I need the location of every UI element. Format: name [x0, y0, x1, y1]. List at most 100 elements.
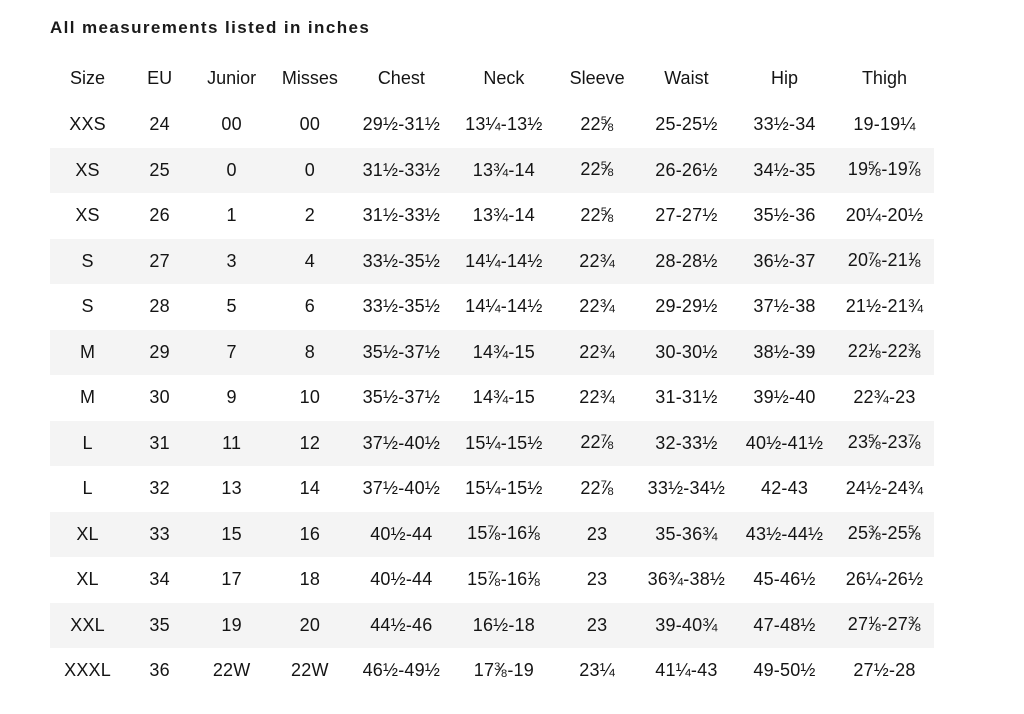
cell-waist: 41¼-43 — [655, 660, 718, 681]
cell-thigh: 20¼-20½ — [845, 205, 924, 226]
cell-hip: 35½-36 — [753, 205, 816, 226]
cell-waist: 32-33½ — [655, 432, 718, 453]
cell-size: XXL — [70, 614, 105, 635]
column-header-junior: Junior — [207, 67, 257, 88]
cell-junior: 9 — [226, 387, 237, 408]
cell-waist: 30-30½ — [655, 341, 718, 362]
cell-sleeve: 23 — [586, 614, 608, 635]
column-header-hip: Hip — [771, 67, 799, 88]
header-row: Size EU Junior Misses Chest Neck Sleeve Waist Hi… — [50, 54, 934, 102]
cell-size: M — [79, 341, 96, 362]
cell-size: XXXL — [64, 660, 111, 681]
cell-junior: 7 — [226, 341, 237, 362]
cell-junior: 17 — [221, 569, 242, 590]
cell-chest: 37½-40½ — [362, 432, 441, 453]
cell-waist: 33½-34½ — [647, 478, 726, 499]
table-row: XXXL 36 22W 22W 46½-49½ 173⁄8-19 23¼ 41¼-43 49-5… — [50, 648, 934, 694]
cell-hip: 49-50½ — [753, 660, 816, 681]
cell-chest: 40½-44 — [370, 569, 433, 590]
cell-eu: 24 — [149, 114, 170, 135]
cell-waist: 26-26½ — [655, 159, 718, 180]
cell-misses: 14 — [299, 478, 321, 499]
cell-junior: 00 — [221, 114, 242, 135]
cell-chest: 40½-44 — [370, 523, 433, 544]
table-row: M 30 9 10 35½-37½ 14¾-15 22¾ 31-31½ 39½-40 22¾-23 — [50, 375, 934, 421]
cell-size: L — [82, 432, 93, 453]
cell-misses: 20 — [299, 614, 321, 635]
column-header-misses: Misses — [281, 67, 338, 88]
cell-neck: 13¾-14 — [472, 205, 535, 226]
cell-misses: 12 — [299, 432, 321, 453]
cell-misses: 0 — [304, 159, 315, 180]
cell-waist: 28-28½ — [655, 250, 718, 271]
cell-chest: 46½-49½ — [362, 660, 441, 681]
column-header-eu: EU — [147, 67, 173, 88]
cell-chest: 37½-40½ — [362, 478, 441, 499]
cell-neck: 157⁄8-161⁄8 — [467, 523, 541, 545]
cell-sleeve: 22¾ — [579, 296, 615, 317]
cell-thigh: 221⁄8-223⁄8 — [847, 341, 922, 363]
cell-hip: 38½-39 — [753, 341, 816, 362]
cell-sleeve: 227⁄8 — [580, 432, 614, 454]
cell-hip: 33½-34 — [753, 114, 816, 135]
table-row: XL 33 15 16 40½-44 157⁄8-161⁄8 23 35-36¾ 43½-44½… — [50, 511, 934, 557]
cell-thigh: 271⁄8-273⁄8 — [847, 614, 922, 636]
column-header-size: Size — [70, 67, 106, 88]
cell-hip: 40½-41½ — [745, 432, 824, 453]
cell-sleeve: 22¾ — [579, 250, 615, 271]
cell-junior: 5 — [226, 296, 237, 317]
cell-eu: 31 — [149, 432, 170, 453]
cell-neck: 157⁄8-161⁄8 — [467, 568, 541, 590]
table-row: XS 25 0 0 31½-33½ 13¾-14 225⁄8 26-26½ 34½-35 195⁄… — [50, 147, 934, 193]
cell-eu: 25 — [149, 159, 170, 180]
cell-neck: 15¼-15½ — [465, 478, 543, 499]
cell-hip: 43½-44½ — [745, 523, 824, 544]
cell-neck: 173⁄8-19 — [473, 659, 534, 681]
cell-size: S — [81, 250, 94, 271]
cell-eu: 28 — [149, 296, 170, 317]
cell-neck: 14¼-14½ — [465, 296, 543, 317]
cell-junior: 22W — [212, 660, 251, 681]
cell-thigh: 24½-24¾ — [845, 478, 924, 499]
cell-waist: 25-25½ — [655, 114, 718, 135]
cell-thigh: 195⁄8-197⁄8 — [847, 159, 922, 181]
column-header-neck: Neck — [483, 67, 525, 88]
cell-size: XS — [75, 205, 100, 226]
cell-chest: 35½-37½ — [362, 387, 441, 408]
cell-thigh: 253⁄8-255⁄8 — [847, 523, 922, 545]
cell-thigh: 207⁄8-211⁄8 — [847, 250, 922, 272]
cell-waist: 29-29½ — [655, 296, 718, 317]
cell-junior: 0 — [226, 159, 237, 180]
cell-hip: 34½-35 — [753, 159, 816, 180]
cell-neck: 15¼-15½ — [465, 432, 543, 453]
cell-waist: 39-40¾ — [655, 614, 718, 635]
cell-eu: 30 — [149, 387, 170, 408]
table-row: L 32 13 14 37½-40½ 15¼-15½ 227⁄8 33½-34½ 42-43 24… — [50, 466, 934, 512]
cell-hip: 39½-40 — [753, 387, 816, 408]
cell-size: L — [82, 478, 93, 499]
page-title: All measurements listed in inches — [50, 18, 371, 37]
cell-sleeve: 22¾ — [579, 387, 615, 408]
cell-hip: 42-43 — [761, 478, 809, 499]
cell-eu: 29 — [149, 341, 170, 362]
cell-chest: 31½-33½ — [362, 159, 441, 180]
cell-size: M — [79, 387, 96, 408]
cell-chest: 29½-31½ — [362, 114, 441, 135]
cell-misses: 16 — [299, 523, 321, 544]
cell-junior: 3 — [226, 250, 237, 271]
cell-neck: 14¾-15 — [472, 387, 535, 408]
cell-waist: 31-31½ — [655, 387, 718, 408]
column-header-chest: Chest — [377, 67, 425, 88]
cell-eu: 32 — [149, 478, 170, 499]
cell-eu: 26 — [149, 205, 170, 226]
cell-misses: 22W — [291, 660, 329, 681]
cell-sleeve: 225⁄8 — [580, 113, 614, 135]
cell-hip: 36½-37 — [753, 250, 816, 271]
cell-sleeve: 23¼ — [579, 660, 615, 681]
cell-misses: 6 — [304, 296, 315, 317]
cell-eu: 34 — [149, 569, 170, 590]
cell-chest: 31½-33½ — [362, 205, 441, 226]
cell-misses: 10 — [299, 387, 321, 408]
table-row: S 27 3 4 33½-35½ 14¼-14½ 22¾ 28-28½ 36½-37 207⁄8-… — [50, 238, 934, 284]
cell-misses: 4 — [304, 250, 315, 271]
